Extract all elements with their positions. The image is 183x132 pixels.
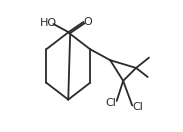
Text: Cl: Cl xyxy=(132,102,143,112)
Text: HO: HO xyxy=(40,18,57,28)
Text: O: O xyxy=(83,17,92,27)
Text: Cl: Cl xyxy=(105,98,116,108)
